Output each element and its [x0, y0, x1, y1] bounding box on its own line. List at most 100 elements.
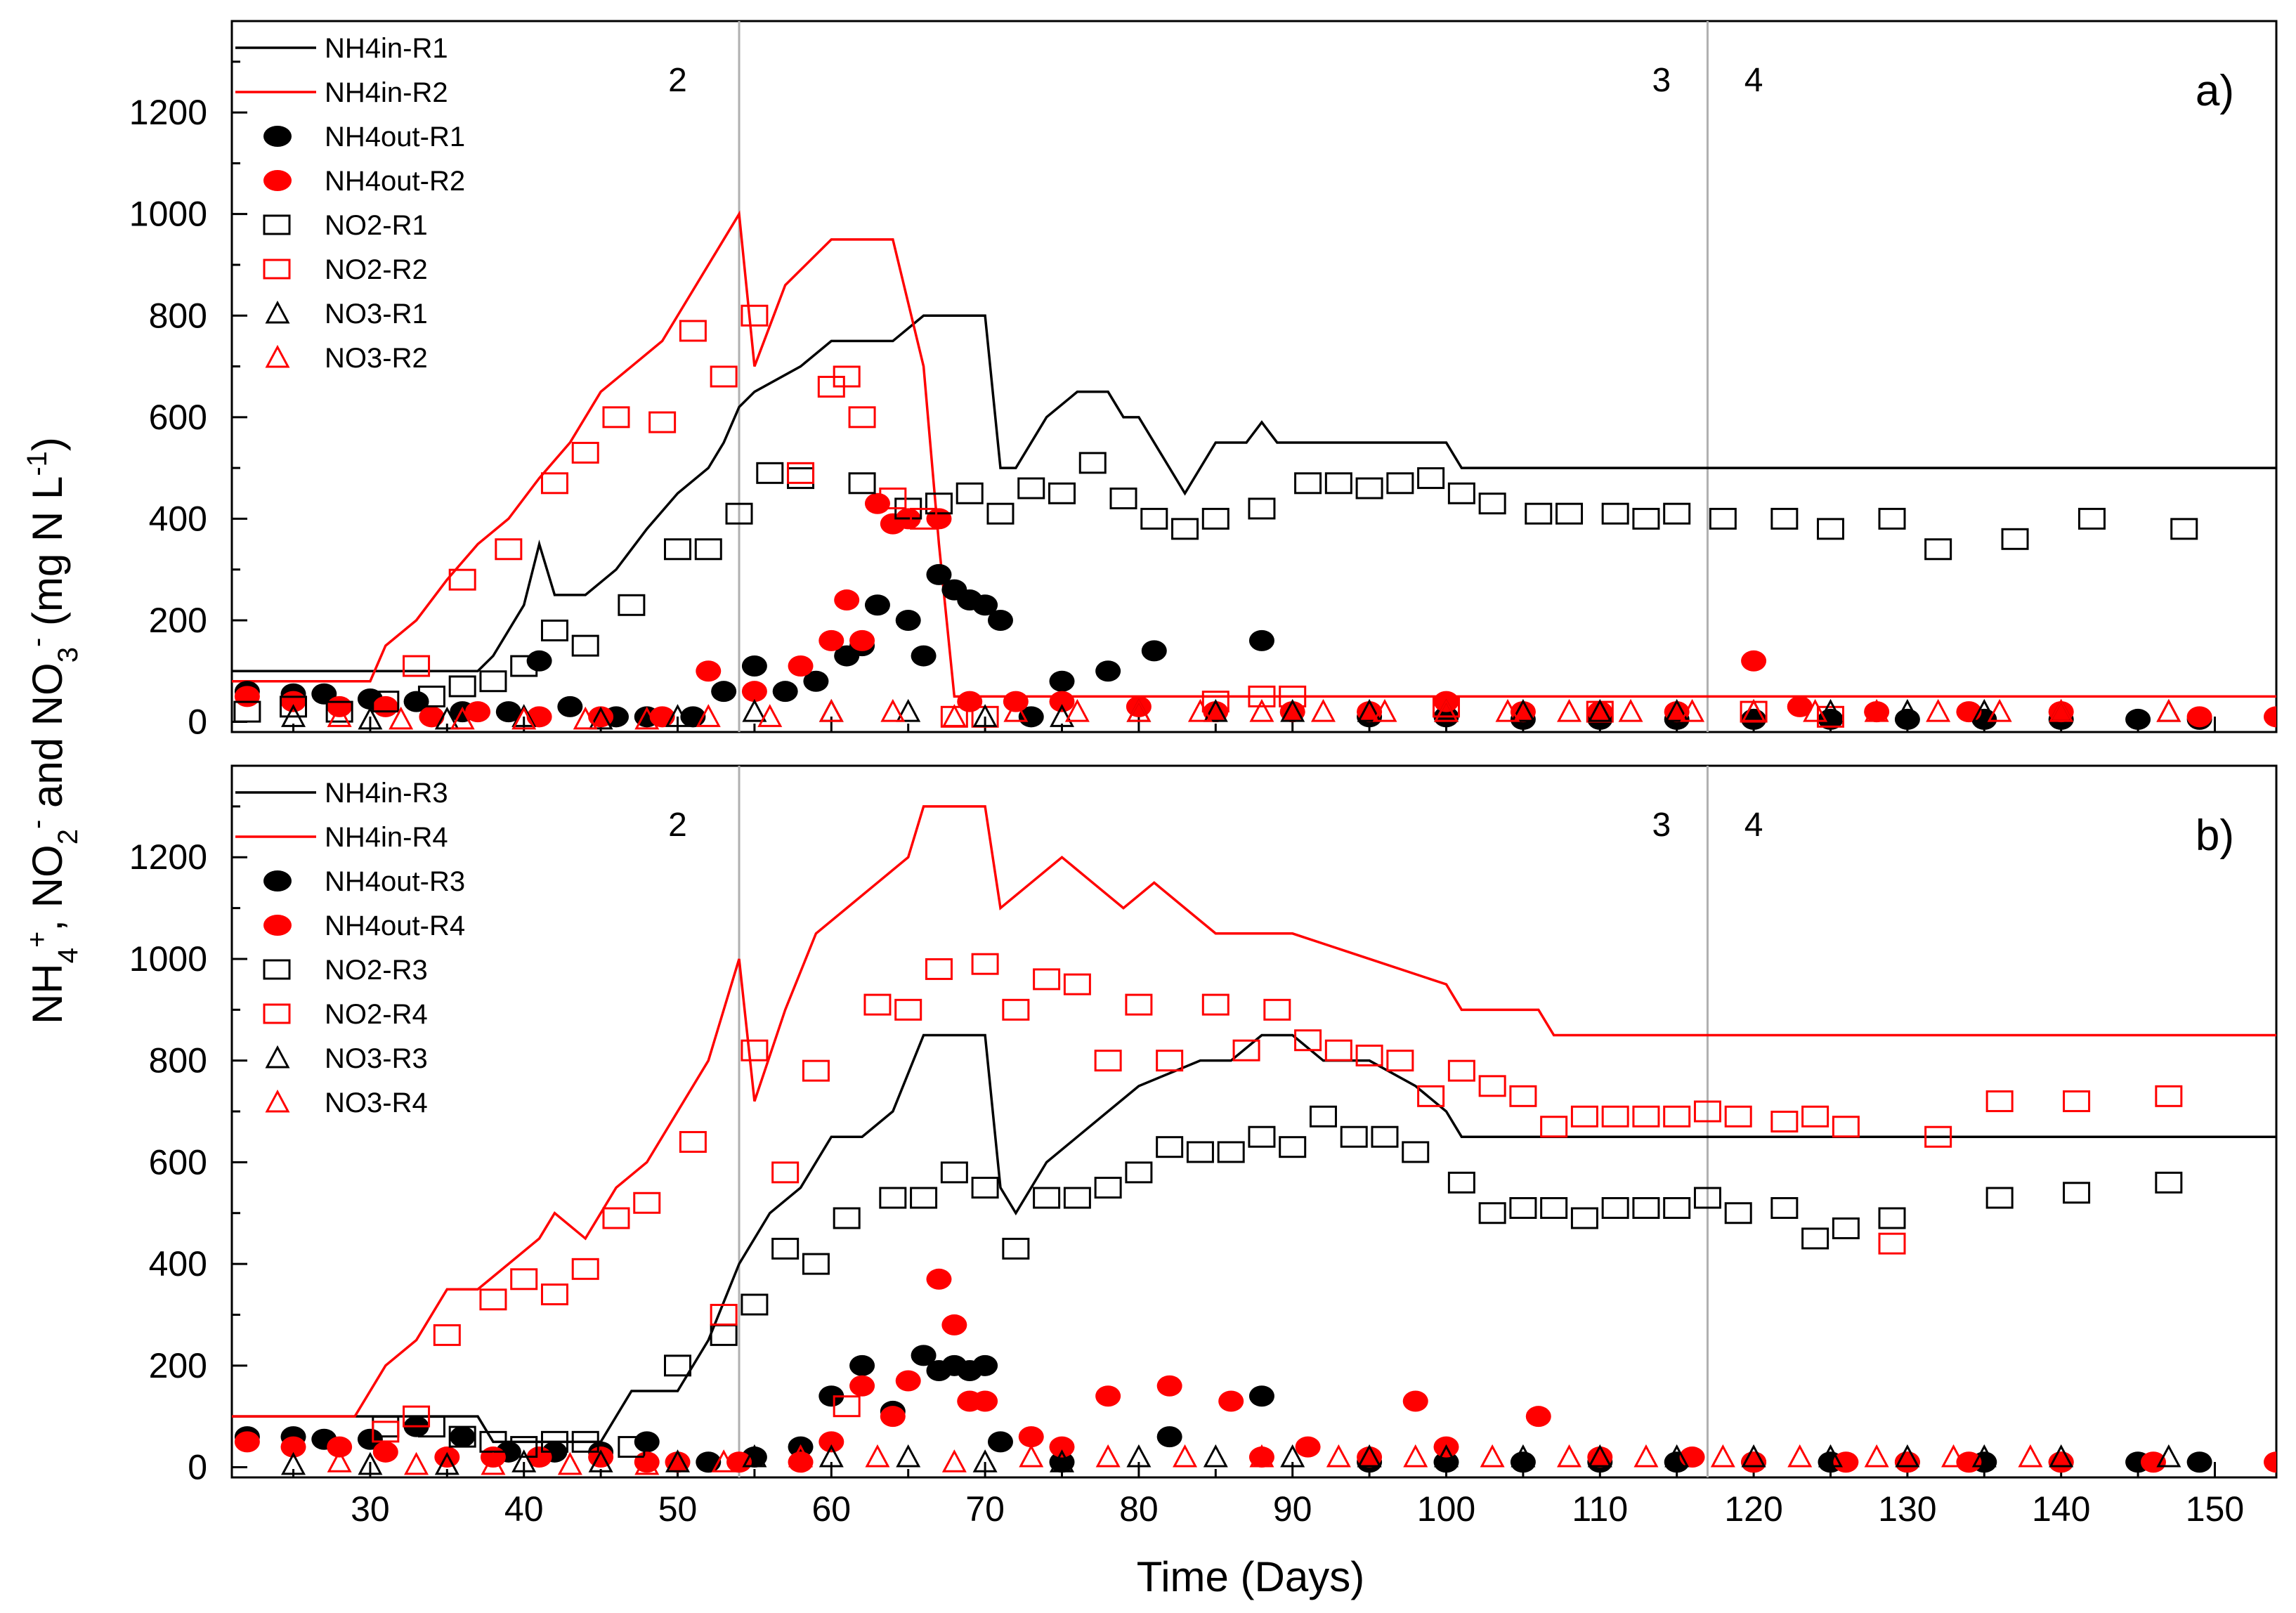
series-line [232, 1033, 2276, 1444]
phase-label: 4 [1744, 806, 1763, 844]
data-point [1601, 1105, 1629, 1128]
data-point [510, 1436, 538, 1458]
data-point [1632, 1197, 1660, 1220]
data-point [1048, 482, 1076, 504]
data-point [864, 492, 890, 514]
data-point [1140, 507, 1168, 530]
data-point [327, 704, 352, 727]
legend-label: NO2-R1 [325, 210, 428, 241]
data-point [1386, 1050, 1414, 1072]
data-point [2186, 706, 2212, 728]
data-point [741, 304, 769, 327]
data-point [971, 953, 999, 975]
legend-label: NH4out-R4 [325, 910, 465, 941]
data-point [557, 696, 583, 717]
data-point [1279, 1136, 1307, 1158]
data-point [1248, 629, 1274, 651]
data-point [358, 706, 383, 730]
data-point [925, 958, 953, 980]
data-point [1310, 698, 1336, 722]
data-point [1601, 502, 1629, 525]
data-point [664, 1354, 692, 1377]
data-point [772, 681, 798, 703]
data-point [480, 1447, 506, 1468]
data-point [1801, 1105, 1829, 1128]
data-point [1555, 502, 1584, 525]
legend-label: NH4out-R1 [325, 122, 465, 152]
data-point [2186, 1451, 2212, 1473]
data-point [910, 507, 938, 530]
data-point [327, 1436, 353, 1458]
data-point [679, 1130, 707, 1153]
data-point [448, 675, 476, 698]
legend-swatch [265, 1045, 290, 1069]
y-tick-label: 1200 [129, 837, 207, 877]
legend-swatch [263, 959, 291, 980]
data-point [433, 1324, 461, 1346]
data-point [1049, 1436, 1075, 1458]
data-point [1355, 1044, 1383, 1066]
data-point [479, 1430, 507, 1453]
data-point [602, 1207, 630, 1229]
data-point [1433, 1444, 1459, 1468]
data-point [1680, 698, 1705, 722]
data-point [1002, 1237, 1030, 1260]
legend-swatch [263, 126, 292, 147]
x-tick-label: 70 [965, 1489, 1005, 1529]
data-point [1156, 1375, 1182, 1397]
data-point [1049, 1449, 1075, 1472]
y-tick-label: 600 [149, 1142, 207, 1182]
data-point [526, 650, 552, 672]
data-point [419, 706, 445, 728]
legend-label: NO2-R4 [325, 999, 428, 1030]
data-point [1049, 691, 1075, 712]
data-point [327, 1449, 352, 1472]
data-point [1095, 1444, 1121, 1468]
legend-item: NO2-R1 [263, 210, 428, 241]
data-point [1402, 1141, 1430, 1163]
data-point [618, 1436, 646, 1458]
panel-label: b) [2196, 811, 2234, 860]
y-tick-label: 1000 [129, 195, 207, 234]
legend-label: NO3-R2 [325, 343, 428, 374]
data-point [1601, 1197, 1629, 1220]
data-point [1357, 1447, 1383, 1468]
data-point [434, 1451, 459, 1475]
data-point [1664, 698, 1690, 722]
data-point [465, 701, 491, 723]
data-point [1511, 1444, 1536, 1468]
data-point [1864, 1444, 1889, 1468]
data-point [1971, 1444, 1997, 1468]
data-point [1511, 698, 1536, 722]
data-point [1403, 1444, 1428, 1468]
data-point [1232, 1039, 1260, 1062]
legend-swatch [263, 1003, 291, 1024]
data-point [557, 1451, 582, 1475]
data-point [358, 1451, 383, 1475]
x-axis-ticks: 30 40 50 60 70 80 90 100 110 120 130 140 150 [351, 1489, 2244, 1529]
data-point [1924, 1125, 1952, 1148]
data-point [972, 594, 998, 616]
data-point [818, 629, 844, 651]
data-point [1156, 1136, 1184, 1158]
data-point [1787, 1444, 1813, 1468]
data-point [1710, 1444, 1735, 1468]
data-point [926, 1268, 952, 1290]
phase-label: 2 [668, 806, 687, 844]
data-point [1985, 1187, 2014, 1209]
data-point [1540, 1197, 1568, 1220]
legend-swatch [263, 915, 292, 936]
data-point [756, 462, 784, 484]
data-point [1509, 1085, 1537, 1107]
data-point [404, 1451, 429, 1475]
phase-label: 3 [1652, 806, 1671, 844]
data-point [540, 472, 568, 495]
data-point [771, 1161, 800, 1184]
data-point [1064, 698, 1090, 722]
x-tick-label: 80 [1119, 1489, 1159, 1529]
data-point [1480, 1444, 1505, 1468]
data-point [802, 1253, 830, 1275]
data-point [634, 1431, 660, 1453]
data-point [1985, 1090, 2014, 1113]
data-point [1525, 1406, 1551, 1428]
